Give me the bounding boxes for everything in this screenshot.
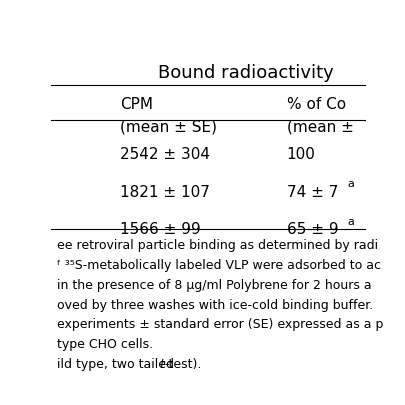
Text: Bound radioactivity: Bound radioactivity xyxy=(158,64,333,82)
Text: ee retroviral particle binding as determined by radi: ee retroviral particle binding as determ… xyxy=(57,239,377,252)
Text: a: a xyxy=(346,216,353,226)
Text: 100: 100 xyxy=(286,147,315,162)
Text: in the presence of 8 μg/ml Polybrene for 2 hours a: in the presence of 8 μg/ml Polybrene for… xyxy=(57,278,371,291)
Text: t: t xyxy=(159,357,164,370)
Text: oved by three washes with ice-cold binding buffer.: oved by three washes with ice-cold bindi… xyxy=(57,298,372,311)
Text: CPM: CPM xyxy=(120,97,153,112)
Text: 74 ± 7: 74 ± 7 xyxy=(286,184,337,199)
Text: % of Co: % of Co xyxy=(286,97,345,112)
Text: (mean ±: (mean ± xyxy=(286,119,353,134)
Text: 1566 ± 99: 1566 ± 99 xyxy=(120,222,200,237)
Text: 65 ± 9: 65 ± 9 xyxy=(286,222,337,237)
Text: experiments ± standard error (SE) expressed as a p: experiments ± standard error (SE) expres… xyxy=(57,318,382,330)
Text: 2542 ± 304: 2542 ± 304 xyxy=(120,147,209,162)
Text: a: a xyxy=(346,179,353,189)
Text: type CHO cells.: type CHO cells. xyxy=(57,337,153,350)
Text: -test).: -test). xyxy=(164,357,201,370)
Text: 1821 ± 107: 1821 ± 107 xyxy=(120,184,209,199)
Text: (mean ± SE): (mean ± SE) xyxy=(120,119,216,134)
Text: ᶠ ³⁵S-metabolically labeled VLP were adsorbed to ac: ᶠ ³⁵S-metabolically labeled VLP were ads… xyxy=(57,258,380,271)
Text: ild type, two tailed: ild type, two tailed xyxy=(57,357,178,370)
